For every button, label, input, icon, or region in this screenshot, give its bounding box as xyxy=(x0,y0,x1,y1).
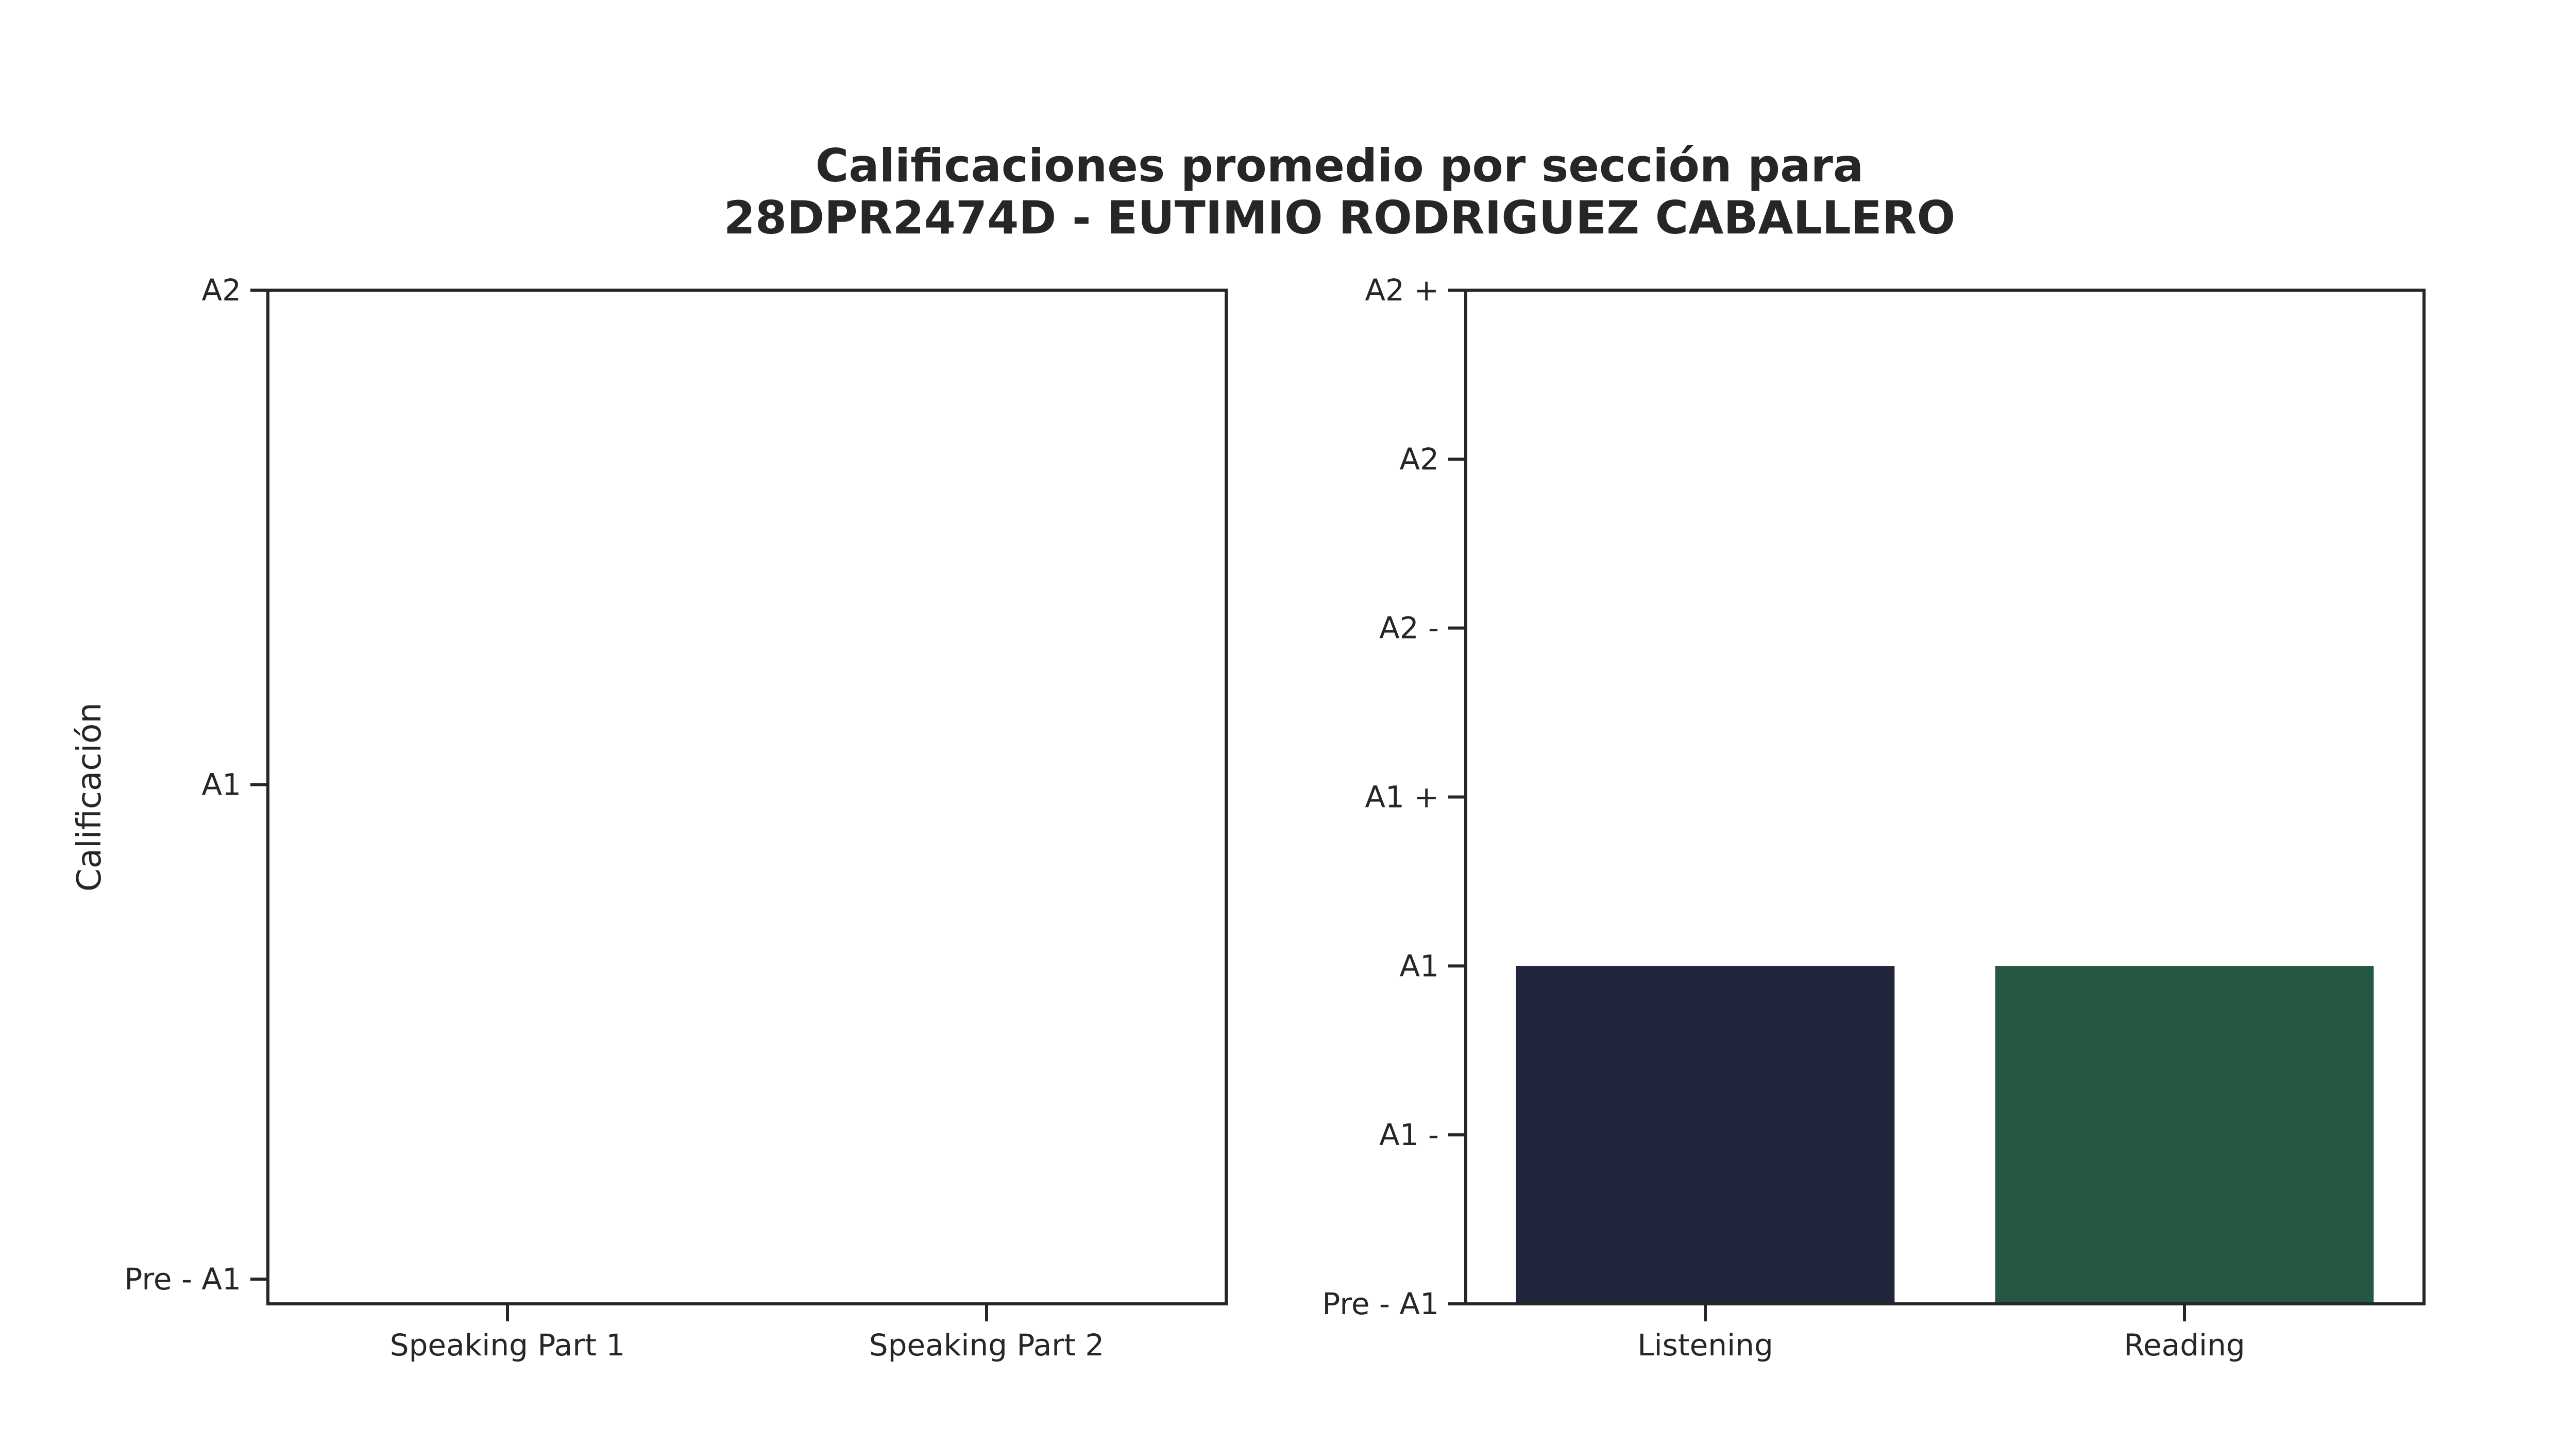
right-y-tick-label-a1: A1 + xyxy=(1365,780,1439,815)
left-y-tick-label-a2: A2 xyxy=(201,273,241,308)
left-y-axis-label: Calificación xyxy=(71,702,109,892)
right-bars xyxy=(1516,966,2374,1304)
chart-title-line-1: Calificaciones promedio por sección para xyxy=(816,139,1864,192)
right-bar-reading xyxy=(1995,966,2374,1304)
left-y-tick-label-a1: A1 xyxy=(201,767,241,802)
right-x-tick-label-listening: Listening xyxy=(1637,1328,1773,1363)
left-x-tick-label-speaking-part-2: Speaking Part 2 xyxy=(869,1328,1104,1363)
right-y-tick-label-a2: A2 + xyxy=(1365,273,1439,308)
right-y-tick-label-a2: A2 - xyxy=(1379,611,1439,646)
right-y-tick-label-pre-a1: Pre - A1 xyxy=(1322,1286,1439,1321)
right-x-ticks: Listening Reading xyxy=(1637,1304,2245,1363)
left-plot-frame xyxy=(266,289,1228,1305)
chart-title-line-2: 28DPR2474D - EUTIMIO RODRIGUEZ CABALLERO xyxy=(724,191,1956,244)
right-chart-panel: Pre - A1 A1 - A1 A1 + A2 - A2 A2 + Listening Re… xyxy=(1322,273,2426,1363)
right-y-tick-label-a1: A1 xyxy=(1399,948,1439,983)
right-x-tick-label-reading: Reading xyxy=(2124,1328,2245,1363)
right-bar-listening xyxy=(1516,966,1895,1304)
right-y-tick-label-a1: A1 - xyxy=(1379,1117,1439,1152)
right-y-tick-label-a2: A2 xyxy=(1399,442,1439,477)
left-y-tick-label-pre-a1: Pre - A1 xyxy=(124,1262,241,1297)
right-y-ticks: Pre - A1 A1 - A1 A1 + A2 - A2 A2 + xyxy=(1322,273,1466,1321)
right-plot-frame xyxy=(1464,289,2426,1305)
left-y-ticks: Pre - A1 A1 A2 xyxy=(124,273,268,1297)
left-x-tick-label-speaking-part-1: Speaking Part 1 xyxy=(390,1328,625,1363)
left-x-ticks: Speaking Part 1 Speaking Part 2 xyxy=(390,1304,1104,1363)
